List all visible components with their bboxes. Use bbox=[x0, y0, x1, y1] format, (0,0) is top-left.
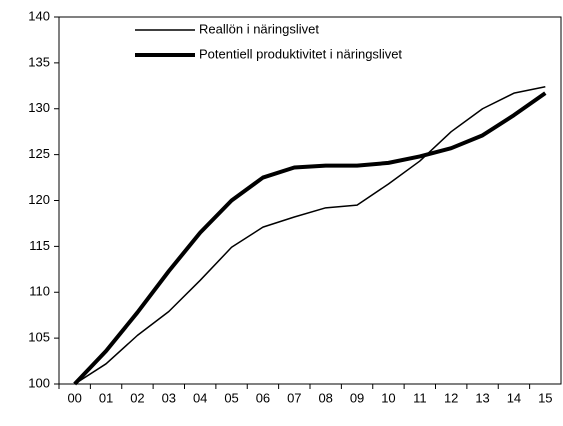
x-tick-label: 13 bbox=[475, 390, 489, 405]
y-tick-label: 115 bbox=[29, 238, 50, 253]
legend-label: Reallön i näringslivet bbox=[199, 21, 319, 36]
x-tick-label: 09 bbox=[350, 390, 364, 405]
y-tick-label: 140 bbox=[28, 8, 50, 23]
x-tick-label: 08 bbox=[318, 390, 332, 405]
y-tick-label: 110 bbox=[29, 284, 50, 299]
y-tick-label: 125 bbox=[28, 146, 50, 161]
y-tick-label: 105 bbox=[28, 330, 50, 345]
x-tick-label: 02 bbox=[130, 390, 144, 405]
y-tick-label: 100 bbox=[28, 375, 50, 390]
x-tick-label: 00 bbox=[67, 390, 81, 405]
x-tick-label: 03 bbox=[162, 390, 176, 405]
x-tick-label: 07 bbox=[287, 390, 301, 405]
x-tick-label: 04 bbox=[193, 390, 207, 405]
plot-frame bbox=[58, 16, 562, 385]
y-tick-label: 120 bbox=[28, 192, 50, 207]
series-line bbox=[74, 85, 546, 385]
x-tick-label: 12 bbox=[444, 390, 458, 405]
x-tick-label: 06 bbox=[256, 390, 270, 405]
series-line bbox=[73, 91, 547, 386]
y-tick-label: 135 bbox=[28, 54, 50, 69]
x-tick-label: 01 bbox=[99, 390, 113, 405]
x-tick-label: 05 bbox=[224, 390, 238, 405]
x-tick-label: 14 bbox=[507, 390, 521, 405]
x-tick-label: 15 bbox=[538, 390, 552, 405]
x-tick-label: 10 bbox=[381, 390, 395, 405]
legend-label: Potentiell produktivitet i näringslivet bbox=[199, 46, 402, 61]
x-tick-label: 11 bbox=[413, 390, 427, 405]
y-tick-label: 130 bbox=[28, 100, 50, 115]
